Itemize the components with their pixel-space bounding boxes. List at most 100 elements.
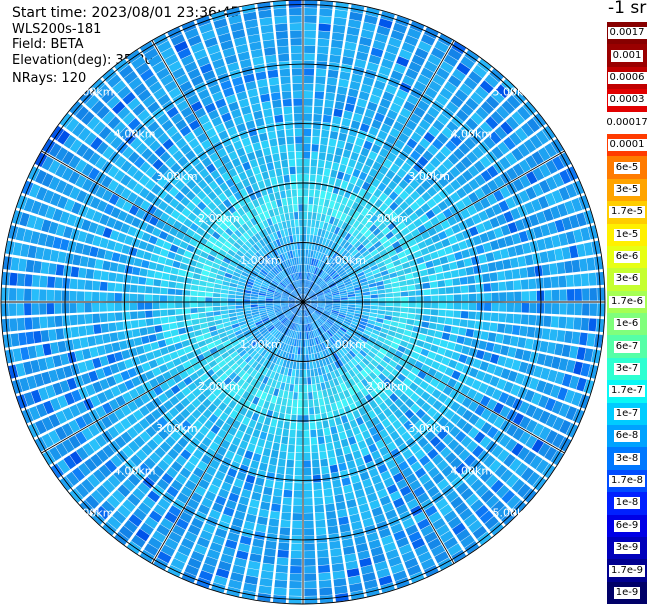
ray-bin xyxy=(524,201,535,215)
ray-bin xyxy=(404,362,414,372)
ray-bin xyxy=(250,49,263,59)
ray-bin xyxy=(243,305,251,308)
ray-bin xyxy=(281,294,289,298)
ray-bin xyxy=(199,63,213,74)
ray-bin xyxy=(406,455,418,466)
ray-bin xyxy=(228,579,243,590)
ray-bin xyxy=(275,322,282,329)
ray-bin xyxy=(57,251,67,264)
ray-bin xyxy=(95,186,107,199)
ray-bin xyxy=(574,303,582,316)
ray-bin xyxy=(543,236,554,250)
ray-bin xyxy=(331,290,340,295)
ray-bin xyxy=(505,474,519,488)
ray-bin xyxy=(233,343,242,351)
ray-bin xyxy=(331,555,344,565)
ray-bin xyxy=(243,299,251,302)
ray-bin xyxy=(254,264,262,271)
ray-bin xyxy=(167,295,175,302)
ray-bin xyxy=(94,334,104,345)
ray-bin xyxy=(55,442,68,457)
ray-bin xyxy=(332,305,341,308)
ray-bin xyxy=(170,162,182,174)
ray-bin xyxy=(403,377,413,387)
ray-bin xyxy=(107,116,121,130)
ray-bin xyxy=(443,421,455,433)
ray-bin xyxy=(456,335,465,345)
ray-bin xyxy=(270,250,277,258)
ray-bin xyxy=(155,356,165,366)
ray-bin xyxy=(219,222,228,231)
ray-bin xyxy=(140,200,151,211)
ray-bin xyxy=(385,509,398,520)
ray-bin xyxy=(393,185,404,195)
ray-bin xyxy=(386,109,398,120)
ray-bin xyxy=(225,178,235,188)
ray-bin xyxy=(558,403,570,418)
ray-bin xyxy=(347,506,359,516)
ray-bin xyxy=(362,308,371,313)
ray-bin xyxy=(278,53,290,62)
ray-bin xyxy=(303,354,306,362)
ray-bin xyxy=(371,416,381,426)
ray-bin xyxy=(181,207,192,218)
ray-bin xyxy=(511,359,522,371)
ray-bin xyxy=(427,267,436,275)
ray-bin xyxy=(326,510,337,520)
ray-bin xyxy=(490,479,504,493)
ray-bin xyxy=(289,330,294,338)
ray-bin xyxy=(284,336,290,344)
ray-bin xyxy=(335,448,344,457)
ray-bin xyxy=(317,278,323,286)
ray-bin xyxy=(290,353,295,362)
ray-bin xyxy=(326,267,333,274)
ray-bin xyxy=(312,467,321,475)
ray-bin xyxy=(204,102,217,114)
ray-bin xyxy=(304,596,318,604)
ray-bin xyxy=(184,27,199,40)
ray-bin xyxy=(314,504,325,513)
ray-bin xyxy=(438,404,449,416)
ray-bin xyxy=(247,238,256,246)
ray-bin xyxy=(99,292,107,302)
ray-bin xyxy=(365,174,374,184)
ray-bin xyxy=(332,273,340,280)
ray-bin xyxy=(59,380,70,393)
ray-bin xyxy=(253,342,261,350)
ray-bin xyxy=(505,196,516,209)
ray-bin xyxy=(55,410,67,425)
ray-bin xyxy=(352,168,361,178)
ray-bin xyxy=(209,542,223,553)
ray-bin xyxy=(82,244,92,256)
ray-bin xyxy=(201,497,213,509)
ray-bin xyxy=(407,357,417,366)
ray-bin xyxy=(241,243,250,252)
ray-bin xyxy=(335,332,342,339)
ray-bin xyxy=(197,256,207,264)
ray-bin xyxy=(267,288,275,293)
ray-bin xyxy=(528,278,537,290)
ray-bin xyxy=(376,488,388,499)
ray-bin xyxy=(246,26,260,36)
ray-bin xyxy=(379,332,388,339)
ray-bin xyxy=(258,297,266,300)
ray-bin xyxy=(339,292,348,296)
ray-bin xyxy=(354,105,365,116)
ray-bin xyxy=(101,500,116,515)
ray-bin xyxy=(328,317,336,323)
ray-bin xyxy=(338,203,346,213)
ray-bin xyxy=(389,127,401,139)
ray-bin xyxy=(325,299,333,301)
ray-bin xyxy=(259,288,268,293)
ray-bin xyxy=(331,251,339,260)
ray-bin xyxy=(368,150,378,161)
ray-bin xyxy=(280,366,286,375)
ray-bin xyxy=(440,219,451,230)
ray-bin xyxy=(545,176,558,191)
ray-bin xyxy=(456,528,471,542)
ray-bin xyxy=(274,291,282,295)
ray-bin xyxy=(478,340,488,350)
ray-bin xyxy=(371,119,382,130)
ray-bin xyxy=(444,349,454,358)
ray-bin xyxy=(281,91,292,100)
